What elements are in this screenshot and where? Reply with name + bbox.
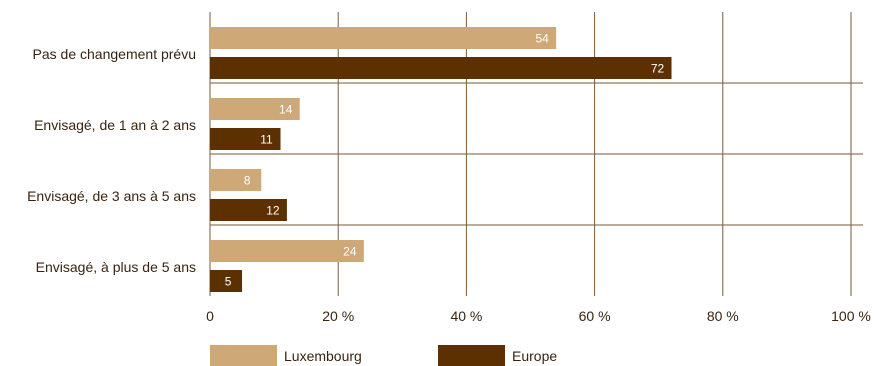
legend: Luxembourg Europe — [210, 345, 557, 366]
data-label: 12 — [266, 204, 280, 218]
x-tick-label: 0 — [206, 308, 214, 324]
bars — [210, 27, 672, 292]
x-tick-label: 40 % — [450, 308, 482, 324]
data-label: 11 — [260, 133, 273, 147]
labels: 0 20 % 40 % 60 % 80 % 100 % Pas de changement … — [27, 32, 871, 325]
data-label: 54 — [535, 32, 549, 46]
bar-luxembourg-0 — [210, 27, 557, 49]
bar-europe-0 — [210, 57, 672, 79]
x-tick-label: 20 % — [322, 308, 354, 324]
category-label: Pas de changement prévu — [33, 46, 196, 62]
category-label: Envisagé, de 3 ans à 5 ans — [27, 188, 196, 204]
bar-luxembourg-1 — [210, 98, 300, 120]
legend-label-europe: Europe — [512, 348, 557, 364]
data-label: 24 — [343, 245, 357, 259]
bar-europe-2 — [210, 199, 287, 221]
data-label: 8 — [244, 174, 251, 188]
x-tick-label: 80 % — [707, 308, 739, 324]
x-tick-label: 100 % — [831, 308, 871, 324]
data-label: 72 — [651, 62, 665, 76]
legend-label-luxembourg: Luxembourg — [284, 348, 362, 364]
bar-europe-1 — [210, 128, 281, 150]
legend-swatch-luxembourg — [210, 345, 277, 366]
x-tick-label: 60 % — [579, 308, 611, 324]
bar-luxembourg-3 — [210, 240, 364, 262]
category-label: Envisagé, de 1 an à 2 ans — [34, 117, 196, 133]
legend-swatch-europe — [438, 345, 505, 366]
data-label: 14 — [279, 103, 293, 117]
data-label: 5 — [225, 275, 232, 289]
bar-europe-3 — [210, 270, 243, 292]
bar-luxembourg-2 — [210, 169, 262, 191]
category-label: Envisagé, à plus de 5 ans — [36, 259, 196, 275]
